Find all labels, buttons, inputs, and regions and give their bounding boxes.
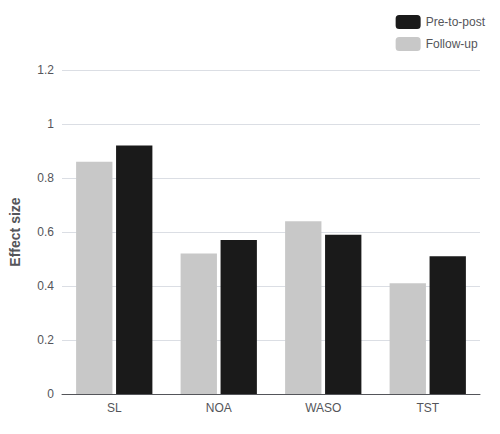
svg-text:WASO: WASO — [305, 401, 341, 415]
svg-text:0.4: 0.4 — [37, 279, 54, 293]
svg-text:0.8: 0.8 — [37, 171, 54, 185]
svg-text:Effect size: Effect size — [7, 197, 23, 266]
svg-text:TST: TST — [416, 401, 439, 415]
svg-text:0.6: 0.6 — [37, 225, 54, 239]
svg-text:Follow-up: Follow-up — [426, 37, 478, 51]
svg-text:0: 0 — [47, 387, 54, 401]
svg-text:1.2: 1.2 — [37, 63, 54, 77]
svg-text:SL: SL — [107, 401, 122, 415]
svg-text:Pre-to-post: Pre-to-post — [426, 15, 486, 29]
svg-text:NOA: NOA — [206, 401, 232, 415]
svg-text:0.2: 0.2 — [37, 333, 54, 347]
svg-text:1: 1 — [47, 117, 54, 131]
